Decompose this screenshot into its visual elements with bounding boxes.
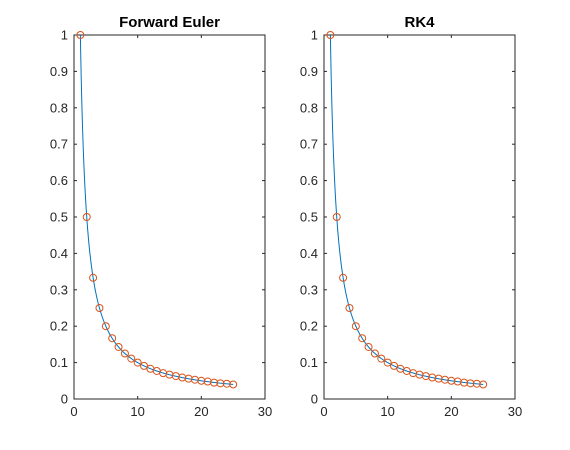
y-tick-label: 0.2 [300, 319, 318, 334]
data-point-marker [345, 304, 354, 312]
y-tick-label: 0.9 [50, 64, 68, 79]
y-tick-label: 0.6 [300, 173, 318, 188]
data-point-marker [120, 349, 129, 358]
x-tick-label: 30 [258, 404, 272, 419]
x-tick-label: 10 [380, 404, 394, 419]
data-point-marker [383, 358, 392, 367]
data-point-marker [351, 322, 360, 331]
data-point-marker [358, 334, 367, 343]
data-point-marker [222, 379, 231, 388]
data-point-marker [370, 349, 379, 358]
data-point-marker [326, 31, 335, 39]
y-tick-label: 0.3 [50, 282, 68, 297]
data-point-marker [127, 354, 136, 363]
x-tick-label: 20 [194, 404, 208, 419]
exact-solution-line [79, 34, 234, 385]
y-tick-label: 0.7 [50, 137, 68, 152]
y-tick-label: 1 [311, 28, 318, 43]
data-point-marker [184, 374, 193, 383]
x-tick-label: 10 [130, 404, 144, 419]
data-point-marker [332, 213, 341, 221]
data-point-marker [472, 379, 481, 388]
y-tick-label: 0.1 [300, 355, 318, 370]
x-tick-label: 0 [70, 404, 77, 419]
axes-box [323, 34, 516, 400]
data-point-marker [89, 273, 98, 282]
data-point-marker [447, 376, 456, 385]
data-point-marker [460, 378, 469, 387]
y-tick-label: 0.5 [300, 210, 318, 225]
data-point-marker [95, 304, 104, 312]
data-point-marker [101, 322, 110, 331]
y-tick-label: 0.6 [50, 173, 68, 188]
y-tick-label: 0.8 [300, 100, 318, 115]
data-point-marker [82, 213, 91, 221]
exact-solution-line [329, 34, 484, 385]
y-tick-label: 0 [311, 392, 318, 407]
data-point-marker [364, 342, 373, 351]
data-point-marker [133, 358, 142, 367]
data-point-marker [140, 361, 149, 370]
data-point-marker [479, 380, 488, 389]
y-tick-label: 0.4 [300, 246, 318, 261]
axes-box [73, 34, 266, 400]
data-point-marker [466, 379, 475, 388]
data-point-marker [190, 375, 199, 384]
data-point-marker [377, 354, 386, 363]
plot-title: Forward Euler [119, 14, 220, 31]
data-point-marker [229, 380, 238, 389]
data-point-marker [339, 273, 348, 282]
data-point-marker [440, 375, 449, 384]
axes-forward-euler: Forward Euler 0 0.1 0.2 0.3 0.4 0.5 0.6 0.7 0.8 0.… [50, 14, 272, 419]
x-tick-label: 30 [508, 404, 522, 419]
data-point-marker [434, 374, 443, 383]
y-tick-label: 0.3 [300, 282, 318, 297]
data-point-marker [428, 373, 437, 382]
data-point-marker [390, 361, 399, 370]
data-point-marker [114, 342, 123, 351]
x-tick-label: 0 [320, 404, 327, 419]
y-tick-label: 0.1 [50, 355, 68, 370]
y-tick-label: 1 [61, 28, 68, 43]
data-point-marker [108, 334, 117, 343]
plot-title: RK4 [404, 14, 435, 31]
y-tick-label: 0.2 [50, 319, 68, 334]
data-point-marker [197, 376, 206, 385]
data-point-marker [178, 373, 187, 382]
y-tick-label: 0.4 [50, 246, 68, 261]
y-tick-label: 0 [61, 392, 68, 407]
x-tick-label: 20 [444, 404, 458, 419]
data-point-marker [216, 379, 225, 388]
data-point-marker [210, 378, 219, 387]
data-point-marker [203, 377, 212, 386]
data-point-marker [453, 377, 462, 386]
data-point-marker [76, 31, 85, 39]
y-tick-label: 0.7 [300, 137, 318, 152]
y-tick-label: 0.9 [300, 64, 318, 79]
y-tick-label: 0.8 [50, 100, 68, 115]
y-tick-label: 0.5 [50, 210, 68, 225]
